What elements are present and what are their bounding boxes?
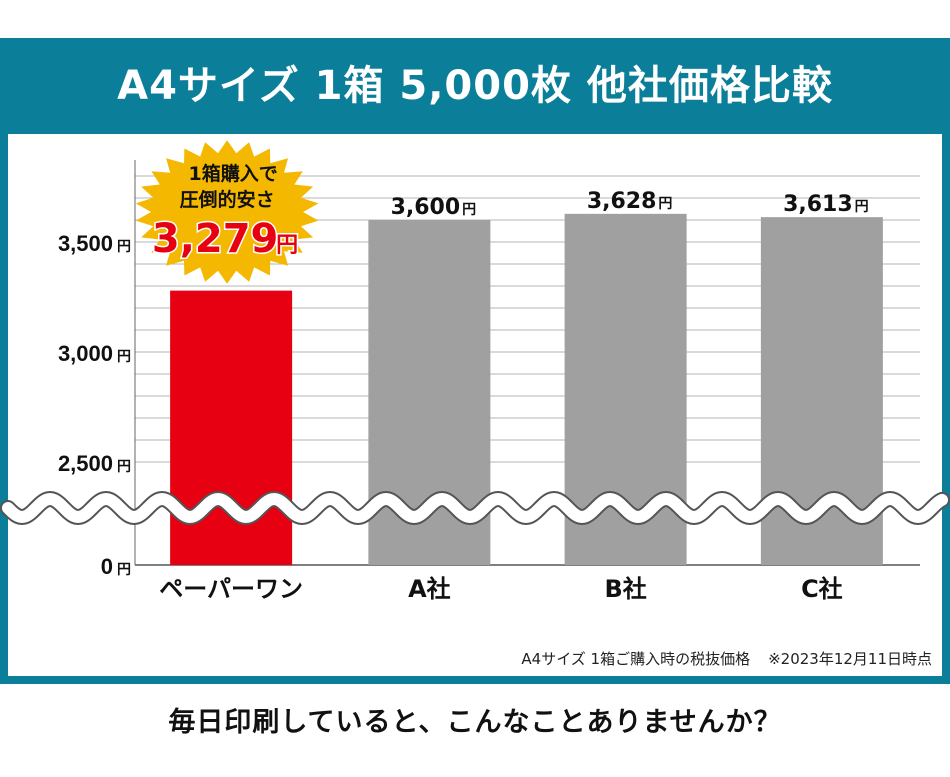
- data-label-unit: 円: [658, 196, 672, 212]
- y-tick-unit: 円: [117, 349, 131, 365]
- data-label-unit: 円: [462, 202, 476, 218]
- badge-price-unit: 円: [276, 233, 298, 258]
- data-label: 3,613: [783, 192, 853, 217]
- footnote: A4サイズ 1箱ご購入時の税抜価格 ※2023年12月11日時点: [503, 648, 932, 669]
- footnote-date: ※2023年12月11日時点: [768, 650, 932, 668]
- y-tick-label: 2,500: [58, 451, 113, 476]
- badge-line1: 1箱購入で: [189, 162, 278, 185]
- y-tick-unit: 円: [117, 562, 131, 578]
- y-tick-unit: 円: [117, 239, 131, 255]
- badge-line2: 圧倒的安さ: [180, 188, 275, 211]
- badge-price: 3,279: [152, 216, 279, 262]
- badge-starburst: [135, 140, 319, 284]
- footnote-condition: A4サイズ 1箱ご購入時の税抜価格: [521, 650, 751, 668]
- title-bar: A4サイズ 1箱 5,000枚 他社価格比較: [0, 38, 950, 134]
- x-category-label: A社: [408, 575, 451, 603]
- chart-title: A4サイズ 1箱 5,000枚 他社価格比較: [117, 63, 833, 109]
- y-tick-label: 3,000: [58, 341, 113, 366]
- data-label: 3,600: [391, 195, 461, 220]
- axis-break-band: [2, 492, 948, 524]
- data-label-unit: 円: [855, 199, 869, 215]
- data-label: 3,628: [587, 189, 657, 214]
- x-category-label: C社: [801, 575, 843, 603]
- y-tick-unit: 円: [117, 459, 131, 475]
- x-category-label: B社: [604, 575, 646, 603]
- y-tick-label: 0: [101, 554, 113, 579]
- x-category-label: ペーパーワン: [159, 575, 303, 603]
- bottom-question: 毎日印刷していると、こんなことありませんか？: [168, 707, 782, 738]
- y-tick-label: 3,500: [58, 231, 113, 256]
